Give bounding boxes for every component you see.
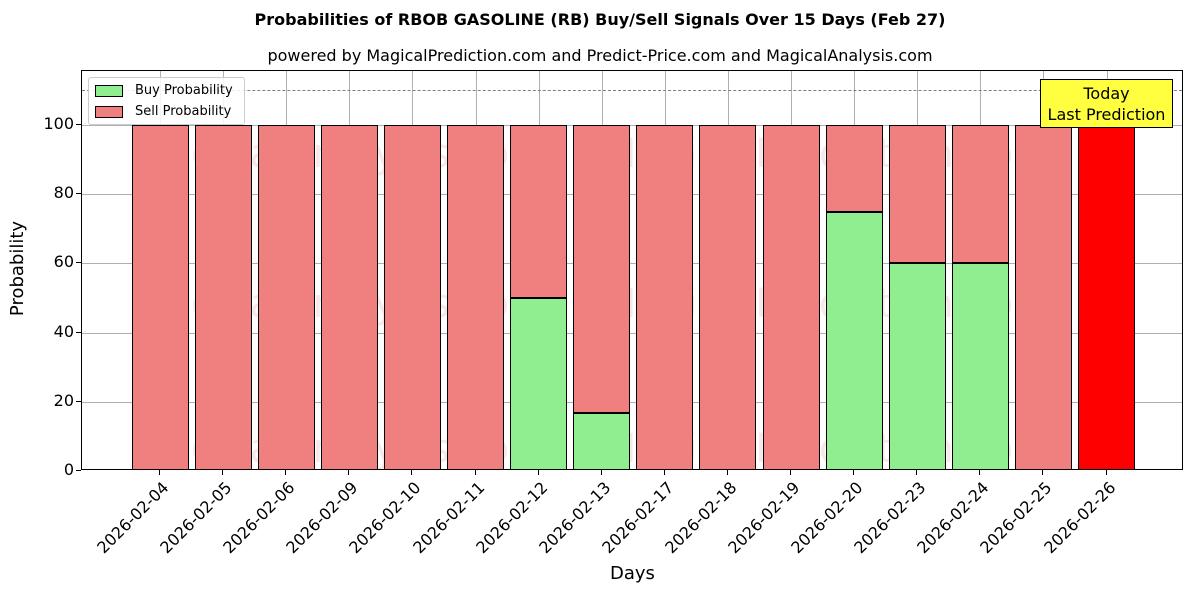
y-tick-label: 100 (43, 114, 74, 133)
x-tick (348, 470, 350, 475)
x-tick (474, 470, 476, 475)
bar-sell-2026-02-26 (1078, 125, 1135, 469)
x-tick (853, 470, 855, 475)
bar-sell-2026-02-04 (131, 125, 189, 469)
bar-buy-2026-02-23 (888, 263, 946, 469)
x-tick (1105, 470, 1107, 475)
x-tick (979, 470, 981, 475)
y-tick (76, 262, 81, 264)
y-tick (76, 193, 81, 195)
x-tick (411, 470, 413, 475)
x-tick (285, 470, 287, 475)
x-tick (726, 470, 728, 475)
x-tick (600, 470, 602, 475)
bar-sell-2026-02-24 (951, 125, 1009, 264)
legend: Buy Probability Sell Probability (88, 77, 245, 125)
bar-sell-2026-02-12 (510, 125, 568, 298)
chart-title: Probabilities of RBOB GASOLINE (RB) Buy/… (254, 10, 946, 29)
bar-sell-2026-02-25 (1014, 125, 1072, 469)
grid-line-h (82, 263, 1182, 265)
bar-sell-2026-02-18 (699, 125, 757, 469)
chart-subtitle: powered by MagicalPrediction.com and Pre… (267, 46, 933, 65)
x-tick (1042, 470, 1044, 475)
grid-line-h (82, 332, 1182, 334)
y-tick (76, 331, 81, 333)
y-tick (76, 400, 81, 402)
legend-label-buy: Buy Probability (135, 83, 233, 98)
y-tick-label: 0 (63, 460, 74, 479)
grid-line-h (82, 401, 1182, 403)
reference-line (82, 90, 1182, 92)
x-tick (663, 470, 665, 475)
bar-buy-2026-02-12 (510, 298, 568, 469)
bar-buy-2026-02-20 (825, 211, 883, 469)
x-axis-title: Days (610, 563, 655, 584)
y-tick (76, 470, 81, 471)
plot-area: MagicalAnalysis.comMagicalPrediction.com… (81, 70, 1183, 470)
x-tick (790, 470, 791, 475)
x-tick (916, 470, 918, 475)
x-tick (222, 470, 224, 475)
y-tick-label: 60 (53, 252, 74, 272)
y-tick-label: 80 (53, 183, 74, 203)
bar-sell-2026-02-11 (447, 125, 504, 469)
legend-label-sell: Sell Probability (135, 104, 232, 119)
bar-sell-2026-02-10 (383, 125, 441, 469)
bar-buy-2026-02-24 (951, 263, 1009, 469)
x-tick (159, 470, 160, 475)
x-tick (537, 470, 539, 475)
annotation-line-2: Last Prediction (1047, 105, 1166, 124)
bar-sell-2026-02-09 (320, 125, 378, 469)
y-tick-label: 40 (53, 321, 74, 341)
annotation-line-1: Today (1083, 84, 1130, 103)
bar-sell-2026-02-13 (573, 125, 631, 414)
y-tick-label: 20 (53, 390, 74, 410)
y-axis-title: Probability (7, 220, 29, 317)
legend-item-sell: Sell Probability (95, 104, 231, 119)
legend-swatch-sell (95, 105, 123, 118)
grid-line-h (82, 125, 1182, 126)
legend-item-buy: Buy Probability (95, 83, 233, 98)
bar-sell-2026-02-19 (762, 125, 820, 469)
today-annotation: Today Last Prediction (1040, 79, 1173, 128)
bar-sell-2026-02-17 (636, 125, 694, 469)
bar-sell-2026-02-23 (888, 125, 946, 264)
grid-line-h (82, 194, 1182, 196)
y-tick (76, 124, 81, 125)
bar-sell-2026-02-06 (257, 125, 315, 469)
legend-swatch-buy (95, 84, 123, 97)
bar-buy-2026-02-13 (573, 413, 631, 469)
bar-sell-2026-02-20 (825, 125, 883, 212)
bar-sell-2026-02-05 (194, 125, 252, 469)
